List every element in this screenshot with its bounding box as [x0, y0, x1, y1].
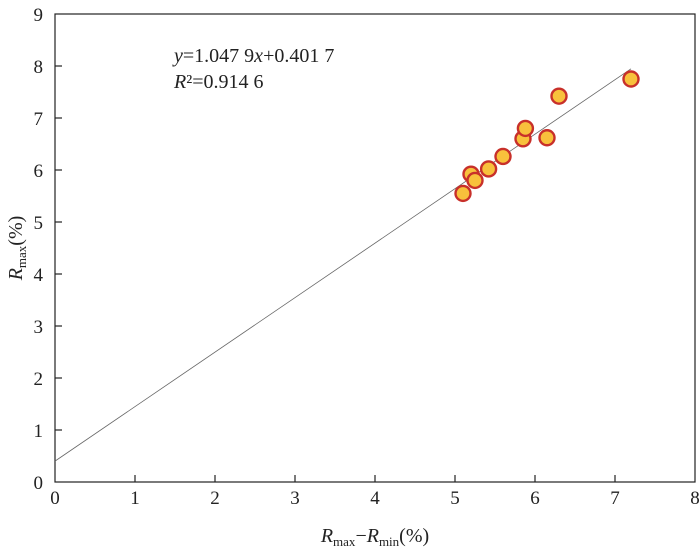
data-point: [466, 171, 484, 190]
y-axis-label: Rmax(%): [5, 216, 29, 282]
data-point: [494, 147, 512, 166]
y-tick-label: 3: [34, 317, 44, 338]
x-tick-label: 3: [290, 488, 300, 509]
y-tick-label: 9: [34, 5, 44, 26]
x-tick-label: 8: [690, 488, 700, 509]
r-squared-text: R²=0.914 6: [173, 71, 264, 93]
plot-frame: [54, 13, 696, 483]
x-tick-label: 2: [210, 488, 220, 509]
x-tick-label: 7: [610, 488, 620, 509]
data-points: [454, 70, 640, 203]
x-tick-label: 5: [450, 488, 460, 509]
data-point: [622, 70, 640, 88]
fit-annotation: y=1.047 9x+0.401 7 R²=0.914 6: [172, 45, 334, 93]
y-tick-label: 7: [34, 109, 44, 130]
x-tick-label: 1: [130, 488, 140, 509]
data-point: [550, 87, 568, 105]
x-axis-label: Rmax−Rmin(%): [320, 525, 429, 548]
y-tick-label: 1: [34, 421, 44, 442]
y-tick-label: 2: [34, 369, 44, 390]
fit-line: [54, 68, 632, 462]
y-tick-label: 8: [34, 57, 44, 78]
data-point: [538, 129, 556, 147]
x-tick-label: 6: [530, 488, 540, 509]
data-point: [479, 160, 498, 178]
y-tick-label: 0: [34, 473, 44, 494]
plot-area: 0 1 2 3 4 5 6 7 8 9 0 1 2 3 4 5 6 7 8: [34, 5, 700, 509]
x-tick-label: 4: [370, 488, 380, 509]
y-tick-label: 4: [34, 265, 44, 286]
equation-text: y=1.047 9x+0.401 7: [172, 45, 334, 67]
x-axis-ticks: 0 1 2 3 4 5 6 7 8: [50, 475, 700, 509]
y-axis-ticks: 0 1 2 3 4 5 6 7 8 9: [34, 5, 62, 494]
data-point: [516, 119, 535, 138]
y-tick-label: 6: [34, 161, 44, 182]
data-point: [454, 184, 472, 203]
y-tick-label: 5: [34, 213, 44, 234]
x-tick-label: 0: [50, 488, 60, 509]
